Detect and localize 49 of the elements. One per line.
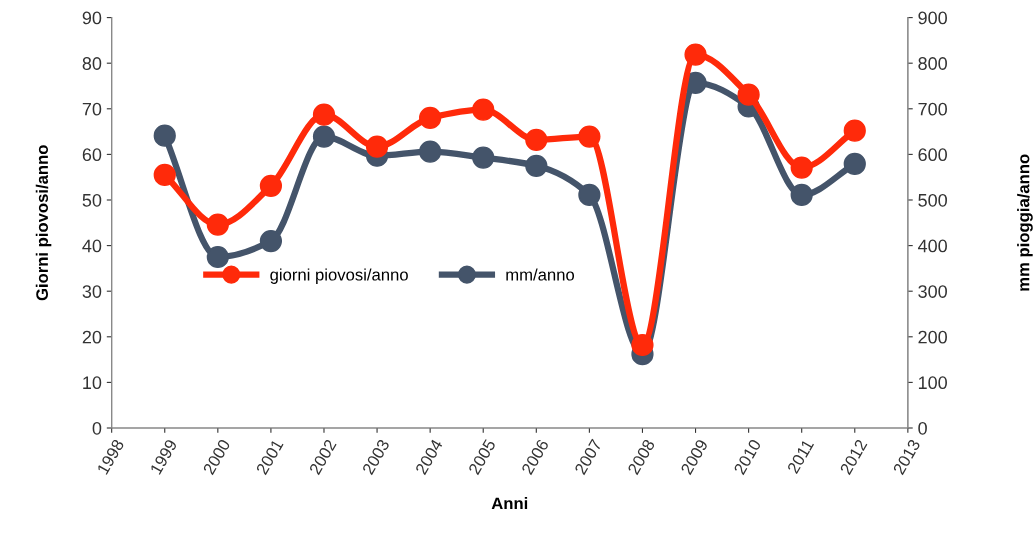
legend-label: giorni piovosi/anno (270, 268, 408, 284)
y2-tick-label: 0 (918, 421, 927, 435)
point (419, 140, 442, 163)
point (578, 125, 601, 148)
point (843, 152, 866, 176)
point (259, 229, 283, 253)
y-tick-label: 0 (92, 421, 102, 435)
y2-tick-label: 500 (918, 193, 947, 207)
point (365, 135, 389, 158)
x-axis-title: Anni (491, 497, 528, 510)
point (684, 43, 707, 66)
point (259, 174, 283, 197)
point (737, 83, 760, 106)
y2-axis-title: mm pioggia/anno (1017, 154, 1033, 291)
y-tick-label: 80 (82, 57, 102, 70)
y-tick-label: 10 (83, 376, 102, 390)
y-tick-label: 30 (82, 285, 102, 298)
y2-tick-label: 100 (918, 376, 947, 390)
y2-tick-label: 300 (918, 285, 947, 298)
point (206, 245, 229, 269)
point (472, 146, 495, 169)
y-tick-label: 90 (82, 11, 102, 25)
point (790, 156, 813, 179)
y-tick-label: 40 (82, 239, 102, 253)
point (419, 106, 442, 130)
point (312, 103, 336, 126)
y-tick-label: 70 (82, 102, 102, 116)
point (843, 119, 866, 142)
y2-tick-label: 200 (918, 330, 947, 344)
y2-tick-label: 700 (918, 102, 947, 116)
point (153, 124, 176, 147)
legend-label: mm/anno (506, 268, 575, 281)
point (525, 154, 548, 177)
point (790, 183, 813, 207)
y-tick-label: 20 (82, 330, 102, 344)
y2-tick-label: 600 (918, 148, 947, 162)
y-axis-title: Giorni piovosi/anno (35, 145, 52, 301)
point (206, 213, 229, 236)
point (525, 128, 548, 151)
point (631, 333, 654, 357)
point (312, 125, 336, 148)
y-tick-label: 50 (82, 193, 102, 207)
point (472, 98, 495, 121)
y2-tick-label: 900 (918, 11, 947, 25)
y-tick-label: 60 (82, 148, 102, 162)
y2-tick-label: 400 (917, 239, 947, 253)
y2-tick-label: 800 (918, 57, 947, 70)
point (578, 183, 601, 207)
point (153, 163, 176, 187)
